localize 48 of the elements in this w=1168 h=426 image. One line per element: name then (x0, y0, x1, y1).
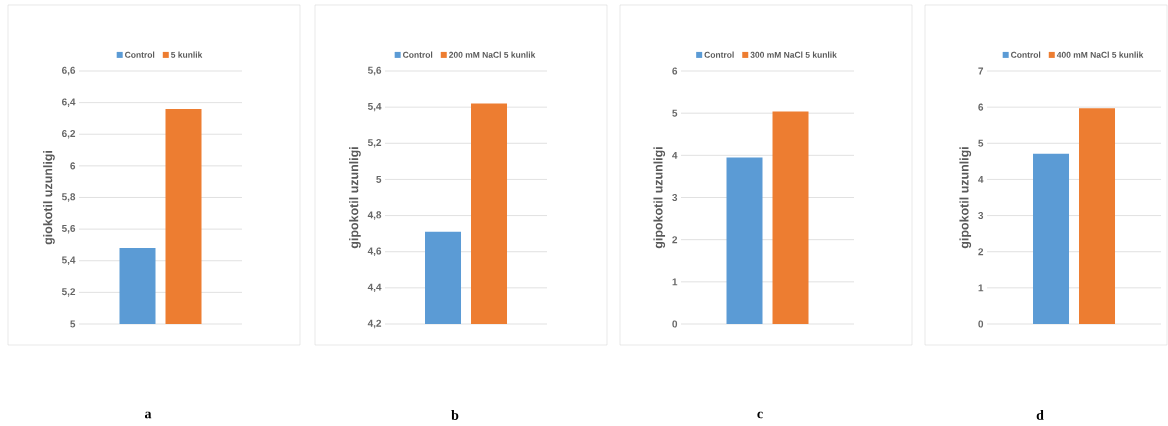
y-tick-label: 4,6 (367, 247, 382, 256)
y-tick-label: 7 (978, 67, 984, 75)
legend-label: 200 mM NaCl 5 kunlik (449, 51, 536, 58)
legend-label: Control (403, 51, 433, 58)
y-tick-label: 5,2 (61, 288, 76, 297)
y-tick-label: 6,2 (61, 130, 76, 139)
y-tick-label: 3 (672, 193, 678, 202)
y-tick-label: 0 (672, 320, 678, 328)
legend-label: 400 mM NaCl 5 kunlik (1056, 51, 1144, 58)
y-tick-label: 4 (978, 176, 984, 183)
y-axis-title: gipokotil uzunligi (959, 147, 972, 249)
y-tick-label: 5,8 (61, 193, 76, 202)
y-tick-label: 6,4 (61, 98, 76, 107)
y-axis-title: giokotil uzunligi (43, 150, 55, 245)
y-tick-label: 6 (672, 67, 678, 75)
y-tick-label: 2 (672, 236, 678, 244)
y-tick-label: 6,6 (61, 66, 76, 76)
y-axis-title: gipokotil uzunligi (653, 147, 666, 249)
y-tick-label: 6 (70, 162, 76, 170)
y-tick-label: 5,6 (61, 224, 76, 234)
text: a (144, 411, 152, 419)
y-tick-label: 4 (672, 151, 678, 159)
y-tick-label: 5 (70, 320, 76, 328)
y-tick-label: 1 (978, 284, 984, 292)
y-tick-label: 2 (978, 248, 984, 256)
legend-label: Control (1011, 51, 1041, 58)
y-tick-label: 5,4 (61, 256, 76, 265)
y-tick-label: 5 (376, 175, 382, 183)
text: b (451, 410, 459, 420)
y-tick-label: 5,6 (367, 66, 382, 76)
y-tick-label: 4,4 (367, 283, 382, 293)
legend-label: 300 mM NaCl 5 kunlik (750, 51, 837, 58)
text: c (757, 411, 763, 419)
y-tick-label: 5,4 (367, 102, 382, 112)
y-tick-label: 4,2 (367, 319, 382, 329)
y-tick-label: 6 (978, 103, 984, 111)
legend-label: Control (125, 51, 155, 58)
y-tick-label: 5 (672, 109, 678, 117)
y-tick-label: 4,8 (367, 211, 382, 220)
y-tick-label: 1 (672, 278, 678, 286)
y-tick-label: 3 (978, 212, 984, 220)
y-tick-label: 5,2 (367, 139, 382, 148)
y-axis-title: gipokotil uzunligi (349, 147, 361, 249)
y-tick-label: 0 (978, 320, 984, 328)
legend-label: Control (704, 51, 734, 58)
text: d (1036, 410, 1044, 420)
legend-label: 5 kunlik (171, 51, 203, 58)
y-tick-label: 5 (978, 139, 984, 147)
